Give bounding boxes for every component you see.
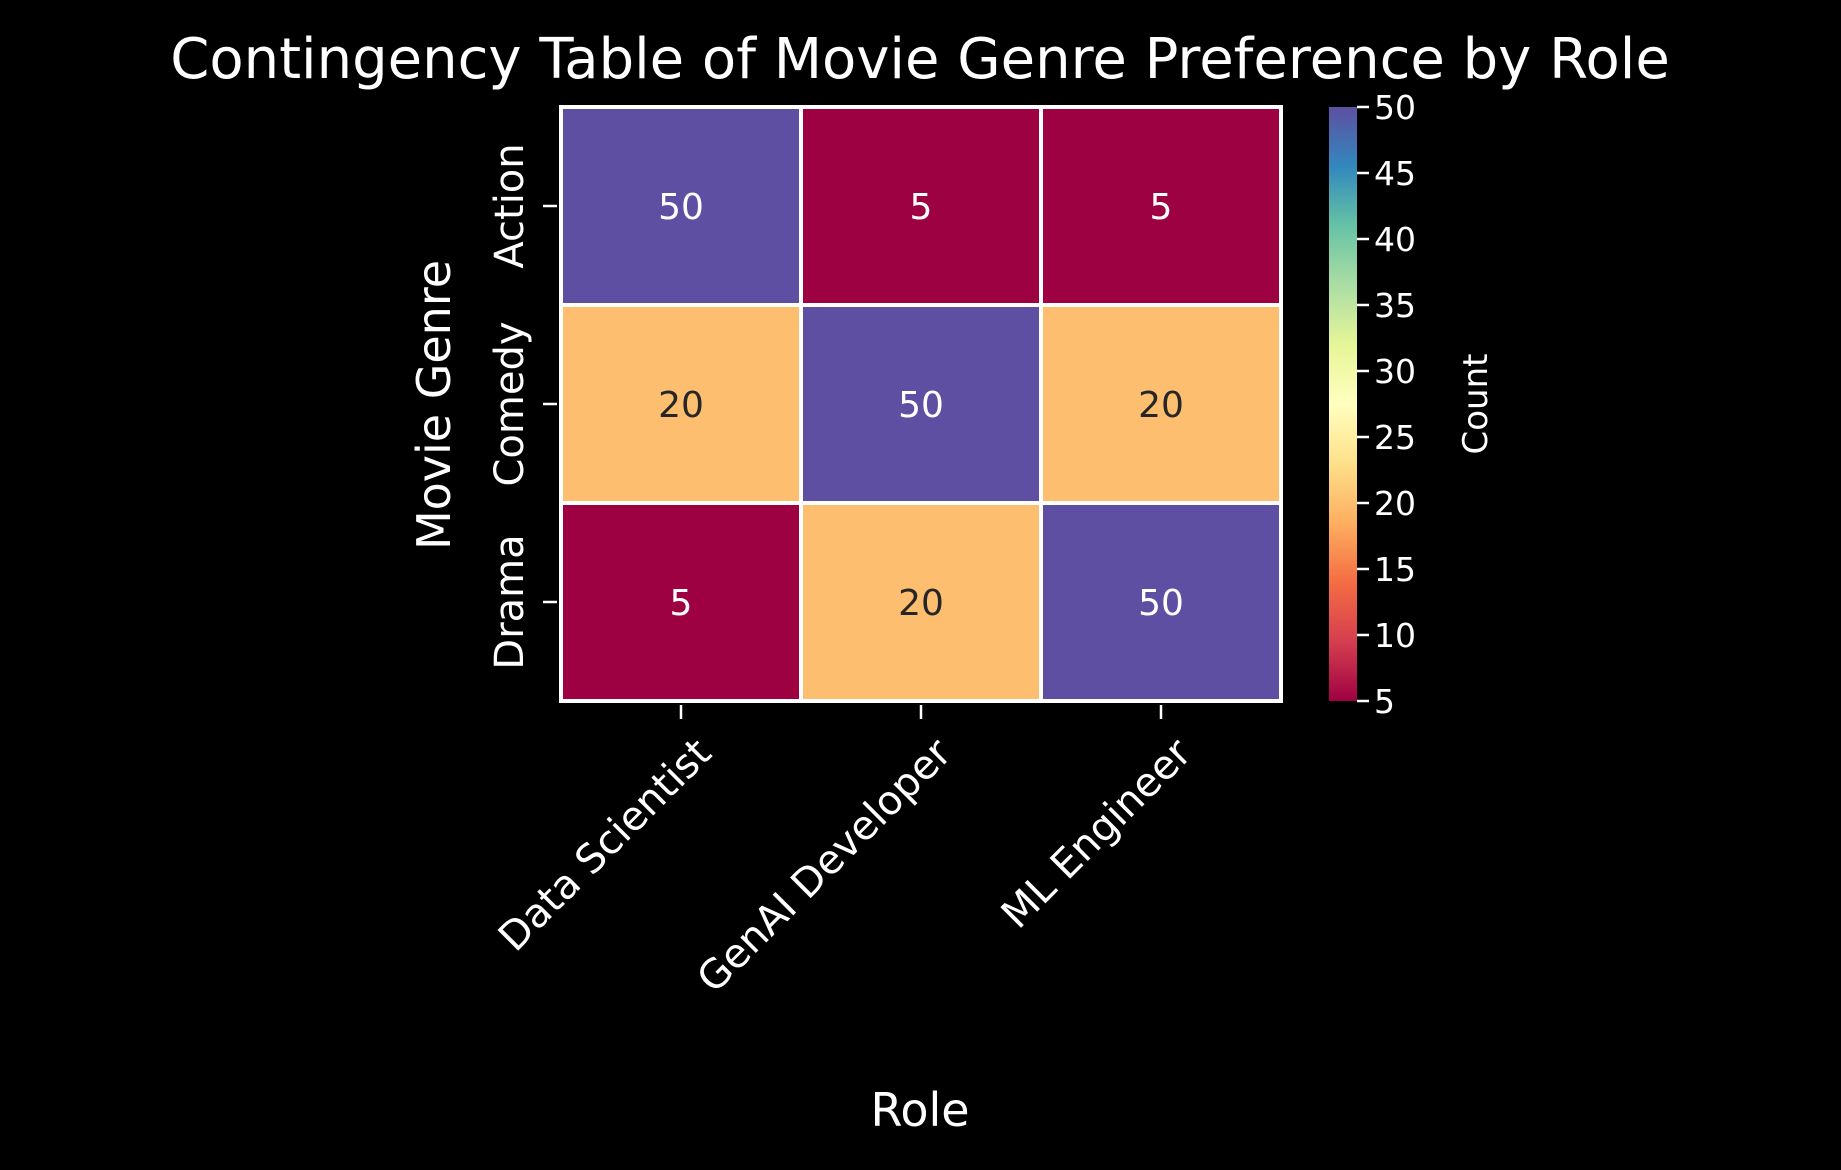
cell-value-label: 20 [1138, 385, 1184, 426]
colorbar-tick-label: 45 [1374, 154, 1416, 193]
y-axis-ticks: Action Comedy Drama [487, 143, 557, 670]
heatmap-cell [1039, 105, 1283, 307]
colorbar-label: Count [1456, 354, 1496, 455]
cell-value-label: 20 [898, 583, 944, 624]
cell-value-label: 5 [1150, 187, 1173, 228]
colorbar-tick-label: 20 [1374, 484, 1416, 523]
cell-value-label: 50 [658, 187, 704, 228]
colorbar-tick-label: 30 [1374, 352, 1416, 391]
y-tick-label: Drama [487, 534, 533, 669]
heatmap-cell [1039, 501, 1283, 703]
colorbar-tick-label: 35 [1374, 286, 1416, 325]
cell-value-label: 5 [910, 187, 933, 228]
colorbar-tick-label: 15 [1374, 550, 1416, 589]
cell-value-label: 50 [1138, 583, 1184, 624]
heatmap-annotations: 50 5 5 20 50 20 5 20 50 [658, 187, 1184, 624]
colorbar-tick-label: 50 [1374, 88, 1416, 127]
colorbar: 5 10 15 20 25 30 35 40 45 50 Count [1329, 88, 1496, 721]
heatmap-cell [799, 501, 1043, 703]
heatmap-cell [799, 105, 1043, 307]
y-tick-label: Action [487, 143, 533, 268]
y-tick-label: Comedy [487, 321, 533, 486]
cell-value-label: 5 [670, 583, 693, 624]
colorbar-tick-label: 40 [1374, 220, 1416, 259]
x-axis-label: Role [870, 1083, 969, 1137]
colorbar-ticks: 5 10 15 20 25 30 35 40 45 50 [1357, 88, 1416, 721]
y-axis-label: Movie Genre [407, 260, 461, 550]
cell-value-label: 20 [658, 385, 704, 426]
colorbar-tick-label: 10 [1374, 616, 1416, 655]
colorbar-gradient [1329, 107, 1357, 701]
colorbar-tick-label: 5 [1374, 682, 1395, 721]
heatmap-cell [559, 105, 803, 307]
colorbar-tick-label: 25 [1374, 418, 1416, 457]
heatmap-cells [559, 105, 1283, 703]
cell-value-label: 50 [898, 385, 944, 426]
chart-title: Contingency Table of Movie Genre Prefere… [170, 27, 1670, 92]
